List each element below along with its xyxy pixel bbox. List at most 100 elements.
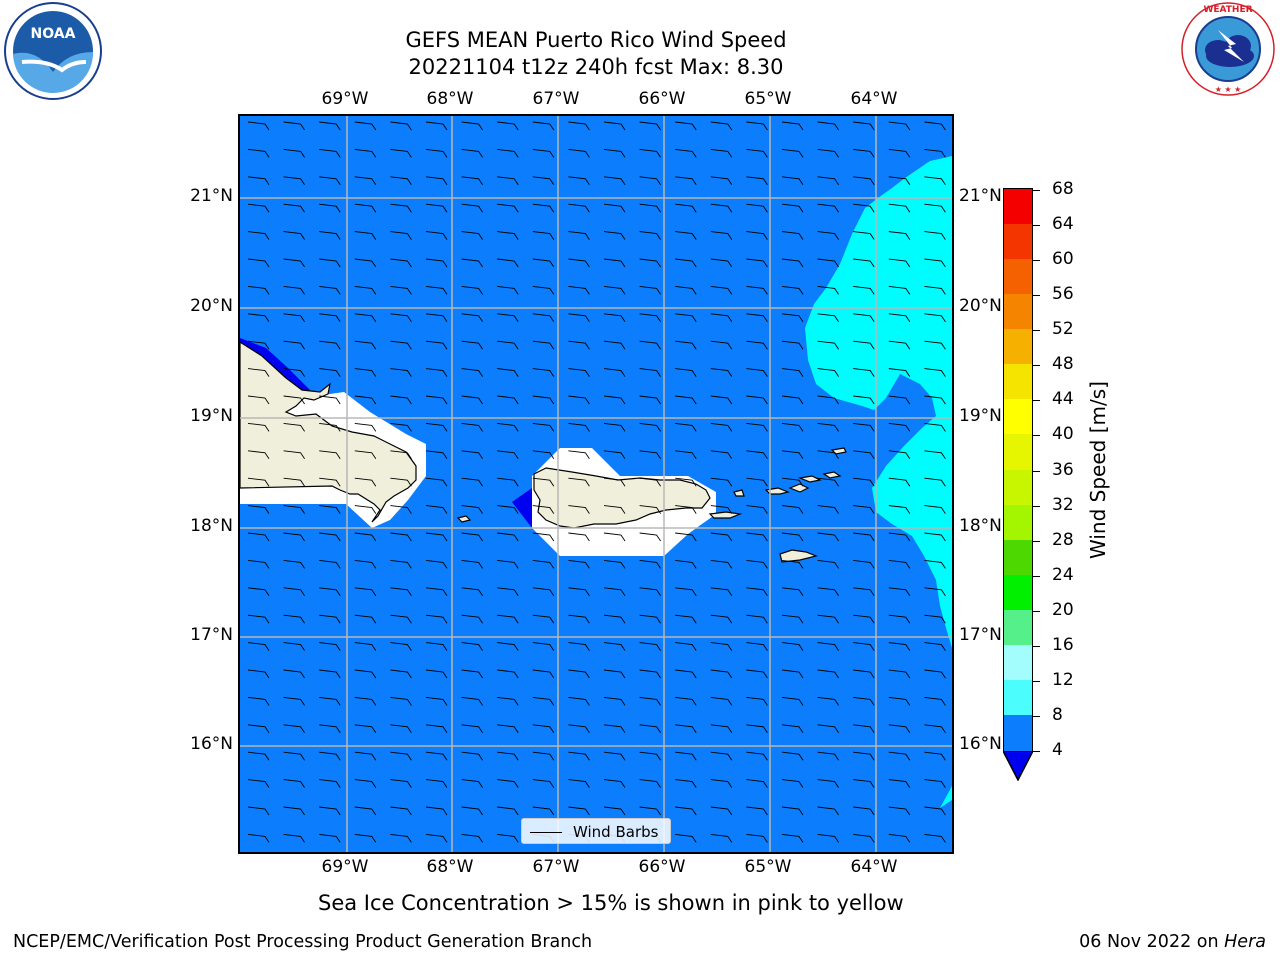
wind-barb [781,148,804,158]
wind-barb [924,505,946,514]
wind-barb [461,148,483,158]
wind-barb [390,559,412,569]
wind-barb [354,340,377,350]
wind-barb [746,368,768,377]
wind-barb [675,505,697,514]
wind-barb [639,751,661,761]
colorbar-tick-label: 44 [1052,389,1074,410]
wind-barb [924,587,946,597]
wind-barb [568,450,590,460]
svg-text:WEATHER: WEATHER [1203,5,1252,15]
colorbar-segment [1004,329,1032,365]
wind-barb [283,121,305,131]
wind-barb [283,395,305,405]
wind-barb [853,779,875,788]
colorbar-tick-mark [1033,400,1040,402]
wind-barb [461,724,483,734]
wind-barb [390,285,412,295]
wind-barb [817,614,839,624]
wind-barb [853,751,875,761]
wind-barb [710,532,733,542]
wind-barb [639,779,661,788]
wind-barb [247,176,270,186]
wind-barb [390,395,412,405]
legend-label: Wind Barbs [573,823,659,841]
wind-barb [425,340,448,350]
wind-barb [425,203,448,213]
lon-tick-top: 68°W [426,89,474,109]
wind-barb [781,587,804,597]
wind-barb [319,450,341,460]
colorbar-tick-label: 4 [1052,740,1063,760]
wind-barb [319,696,341,706]
wind-barb [710,395,733,405]
wind-barb [425,833,448,843]
wind-barb [888,559,911,569]
wind-barb [853,477,875,487]
wind-barb [319,532,341,542]
wind-barb [425,176,448,186]
wind-barb [639,587,661,597]
wind-barb [675,806,697,816]
wind-barb [319,587,341,597]
wind-barb [425,477,448,487]
wind-barb [746,696,768,706]
wind-barb [888,231,911,240]
wind-barb [817,532,839,542]
wind-barb [532,203,555,213]
wind-barb [390,203,412,213]
wind-barb [283,313,305,323]
wind-barb [247,148,270,158]
wind-barb [853,148,875,158]
wind-barb [639,806,661,816]
wind-barb [532,340,555,350]
wind-barb [390,477,412,487]
wind-barb [853,203,875,213]
wind-barb [497,669,519,679]
wind-barb [497,587,519,597]
wind-barb [817,806,839,816]
wind-barb [781,532,804,542]
wind-barb [461,121,483,131]
wind-barb [354,642,377,651]
wind-barb [781,751,804,761]
wind-barb [390,313,412,323]
land-tortola [797,475,822,483]
wind-barb [497,176,519,186]
wind-barb [924,422,946,432]
wind-barb [746,313,768,323]
wind-barb [603,532,626,542]
wind-barb [639,340,661,350]
colorbar-tick-label: 60 [1052,249,1074,270]
colorbar-segment [1004,609,1032,646]
map-panel [238,114,954,854]
wind-barb [781,422,804,432]
wind-barb [568,559,590,569]
wind-barb [390,176,412,186]
colorbar-segment [1004,294,1032,330]
wind-barb [319,422,341,432]
wind-barb [746,532,768,542]
wind-barb [497,477,519,487]
wind-barb [390,806,412,816]
wind-barb [603,148,626,158]
footer-date: 06 Nov 2022 on Hera [1079,932,1266,952]
wind-barb [354,559,377,569]
wind-barb [390,614,412,624]
wind-barb [746,642,768,651]
wind-barb [853,696,875,706]
wind-barb [781,285,804,295]
wind-barb [853,176,875,186]
wind-barb [461,806,483,816]
wind-barb [354,368,377,377]
wind-barb [817,148,839,158]
wind-barb [354,806,377,816]
colorbar-tick-mark [1033,365,1040,367]
wind-barb [319,751,341,761]
wind-barb [746,587,768,597]
wind-barb [354,313,377,323]
wind-barb [247,724,270,734]
wind-barb [781,203,804,213]
lon-tick-top: 65°W [744,89,792,109]
wind-barb [639,258,661,268]
